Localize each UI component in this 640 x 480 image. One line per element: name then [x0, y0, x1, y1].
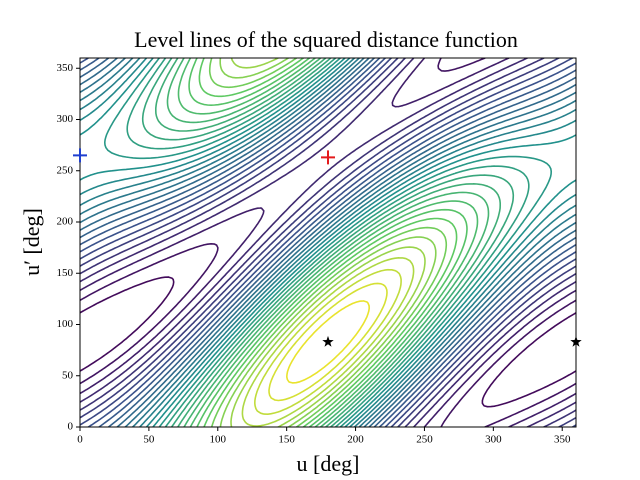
- contour-line: [241, 257, 415, 427]
- y-tick-label: 200: [57, 216, 74, 228]
- x-tick-label: 350: [554, 434, 571, 446]
- x-tick-label: 200: [347, 434, 364, 446]
- contour-line: [188, 58, 468, 427]
- x-tick-label: 100: [210, 434, 227, 446]
- plus-marker: [321, 150, 335, 165]
- contour-line: [104, 58, 552, 427]
- y-axis-label: u′ [deg]: [19, 208, 44, 276]
- contour-line: [155, 58, 501, 427]
- foreground: 0 50 100 150 200 250 300 350 0 50 100 150 200 250 300 3…: [57, 57, 582, 446]
- x-axis-label: u [deg]: [297, 451, 360, 476]
- contour-line: [126, 58, 530, 427]
- x-tick-label: 0: [77, 434, 83, 446]
- contour-line: [80, 58, 576, 427]
- contour-line: [80, 58, 576, 427]
- contour-line: [177, 58, 479, 427]
- contour-line: [208, 58, 448, 427]
- x-tick-label: 250: [416, 434, 433, 446]
- contour-group: [80, 58, 576, 427]
- y-tick-label: 150: [57, 267, 74, 279]
- contour-line: [80, 58, 576, 427]
- star-marker: [570, 335, 582, 347]
- x-tick-label: 50: [143, 434, 155, 446]
- y-tick-label: 350: [57, 62, 74, 74]
- y-tick-label: 50: [62, 369, 74, 381]
- y-tick-label: 0: [68, 421, 74, 433]
- contour-line: [80, 58, 576, 427]
- contour-line: [219, 58, 437, 427]
- contour-line: [198, 58, 458, 427]
- contour-line: [286, 300, 370, 384]
- contour-line: [166, 58, 490, 427]
- contour-line: [268, 282, 388, 402]
- contour-line: [80, 58, 576, 427]
- plus-marker: [73, 148, 87, 163]
- chart-title: Level lines of the squared distance func…: [134, 27, 518, 52]
- x-tick-label: 150: [278, 434, 295, 446]
- y-tick-label: 300: [57, 113, 74, 125]
- contour-line: [80, 58, 576, 427]
- contour-line: [80, 276, 576, 408]
- contour-line: [80, 58, 576, 427]
- plot-frame: [79, 57, 577, 428]
- contour-line: [230, 58, 426, 427]
- star-marker: [322, 335, 334, 347]
- contour-line: [254, 268, 402, 415]
- y-tick-label: 250: [57, 164, 74, 176]
- x-tick-label: 300: [485, 434, 502, 446]
- y-tick-label: 100: [57, 318, 74, 330]
